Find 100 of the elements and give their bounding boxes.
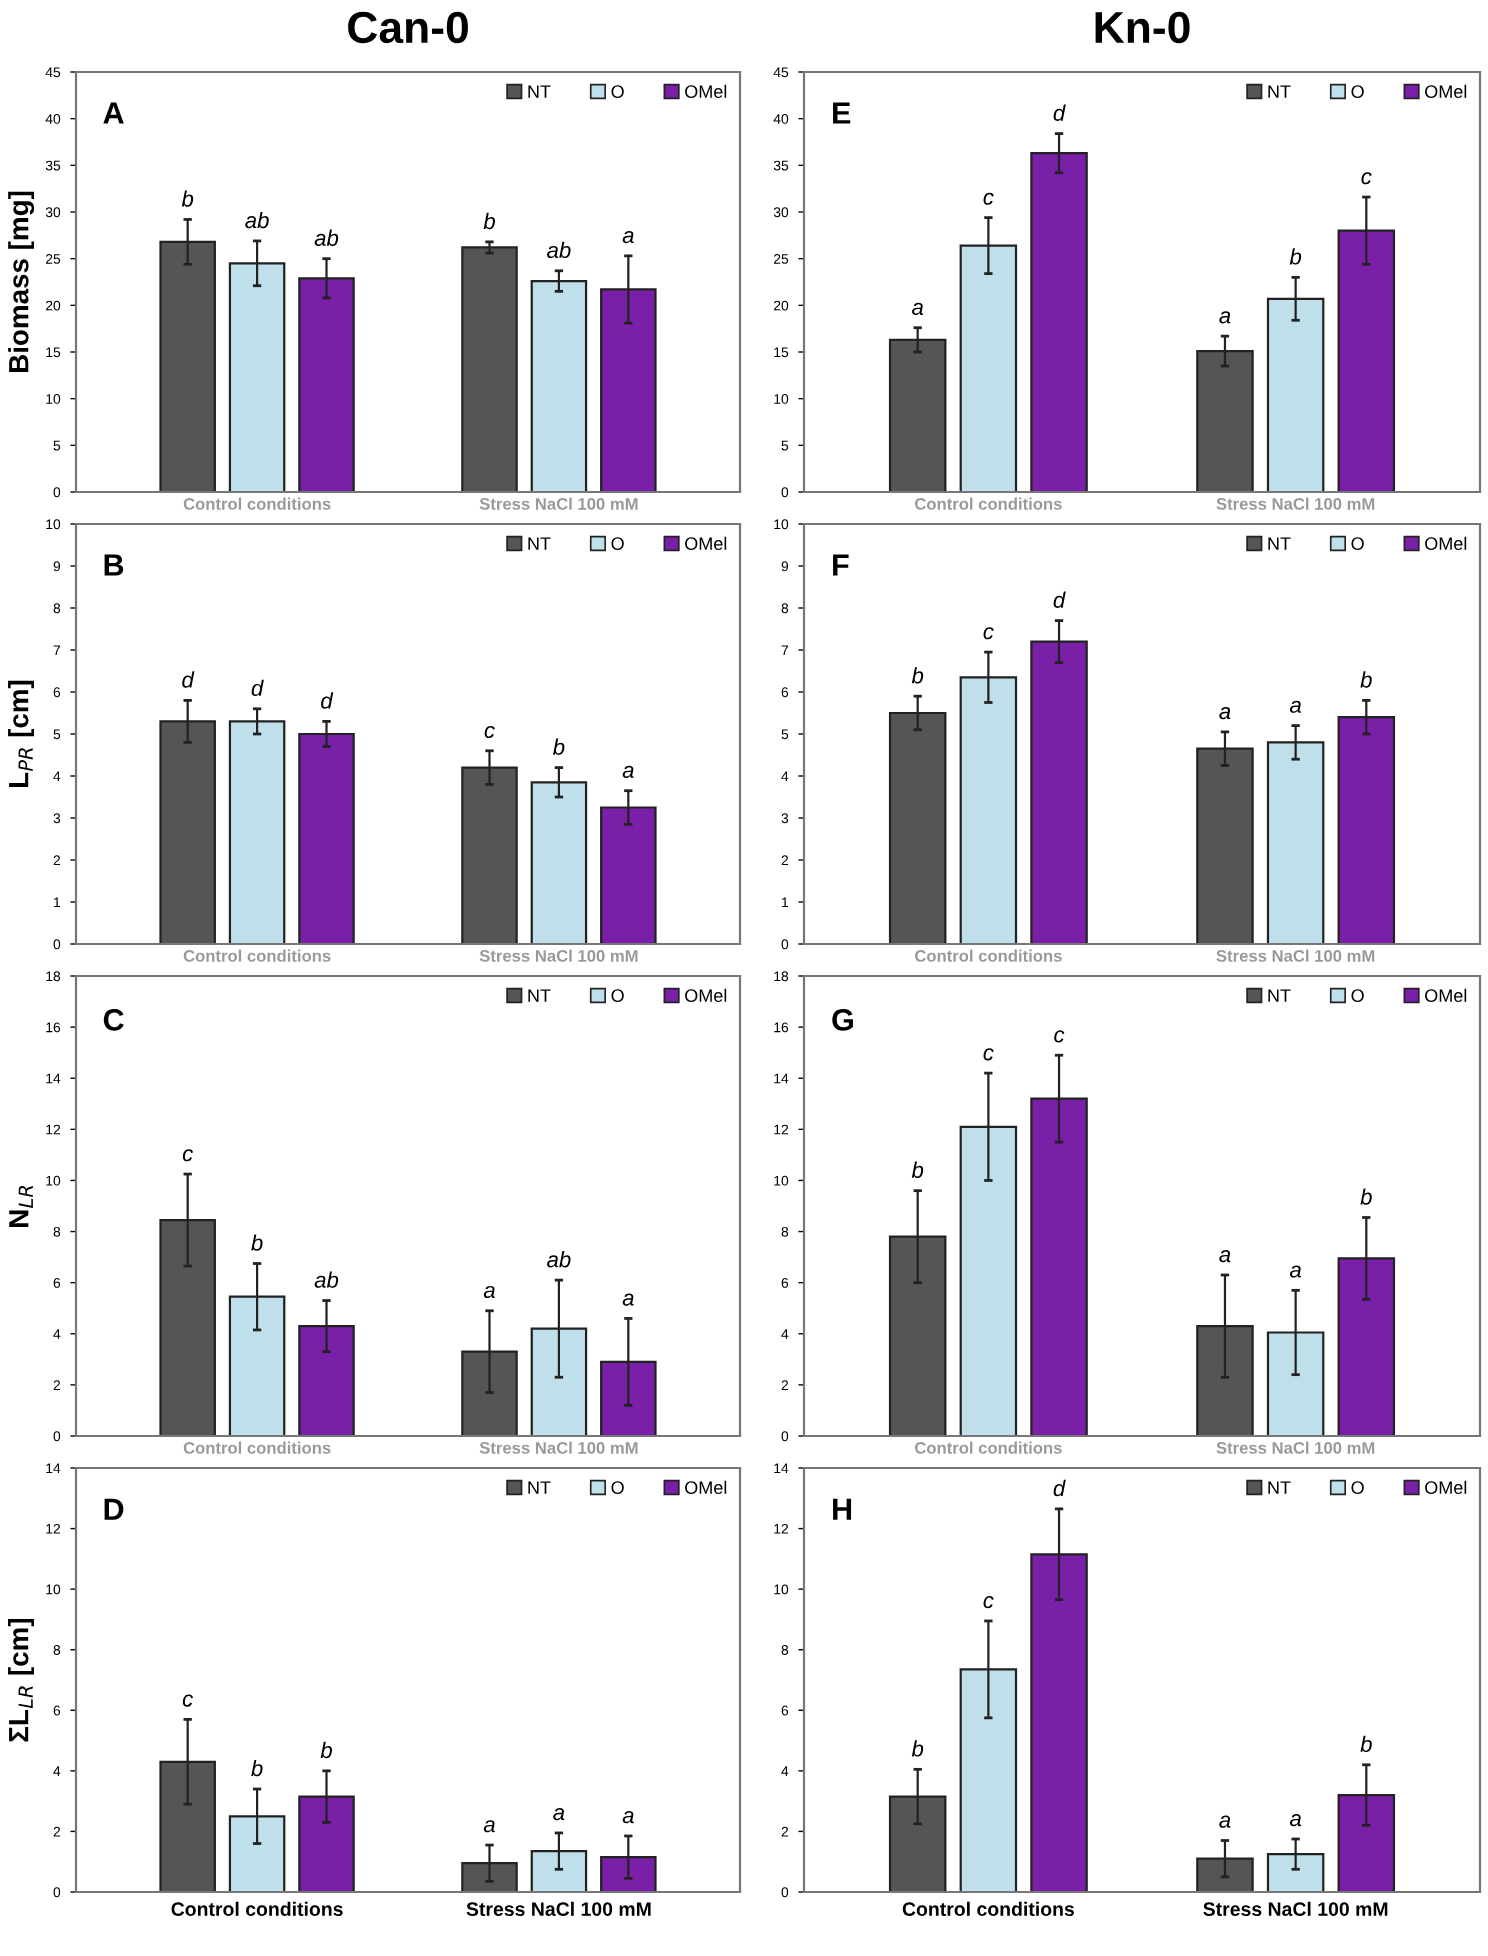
- data-label: a: [622, 230, 634, 244]
- legend-label: O: [611, 537, 624, 550]
- data-label: a: [1219, 1815, 1231, 1828]
- legend-label: OMel: [1425, 84, 1467, 98]
- legend-label: NT: [1268, 85, 1291, 98]
- data-label: b: [1360, 671, 1372, 688]
- legend-label: OMel: [1425, 536, 1467, 550]
- data-label: a: [1289, 700, 1302, 713]
- data-label: a: [1289, 1814, 1302, 1827]
- x-tick-label: Control conditions: [914, 1441, 1062, 1454]
- data-label: a: [1219, 707, 1231, 720]
- data-label: a: [1219, 311, 1231, 324]
- x-tick-label: Control conditions: [171, 1901, 343, 1916]
- data-label: d: [1053, 1479, 1066, 1497]
- legend-label: NT: [1268, 1481, 1291, 1494]
- legend-label: O: [611, 989, 624, 1002]
- x-tick-label: Stress NaCl 100 mM: [1203, 1901, 1388, 1916]
- legend-label: O: [1351, 85, 1364, 98]
- data-label: b: [911, 1740, 924, 1757]
- legend-label: O: [611, 85, 624, 98]
- data-label: d: [1053, 591, 1066, 608]
- data-label: a: [622, 1811, 634, 1824]
- legend-label: OMel: [1425, 1480, 1467, 1494]
- data-label: b: [1289, 248, 1302, 265]
- data-label: b: [251, 1759, 263, 1777]
- data-label: ab: [314, 229, 339, 246]
- data-label: b: [181, 190, 194, 207]
- annotation: B: [104, 554, 124, 576]
- legend-label: NT: [1268, 989, 1291, 1002]
- data-label: d: [251, 679, 264, 697]
- legend-label: O: [1351, 989, 1364, 1002]
- y-axis-title: L$_{PR}$ [cm]: [8, 680, 34, 787]
- data-label: ab: [245, 211, 269, 229]
- legend-label: OMel: [685, 988, 727, 1002]
- x-tick-label: Control conditions: [183, 497, 331, 510]
- legend-label: O: [1351, 537, 1364, 550]
- chart-title: Kn-0: [1095, 11, 1190, 44]
- data-label: a: [1289, 1265, 1302, 1278]
- legend-label: OMel: [1425, 988, 1467, 1002]
- data-label: b: [911, 667, 924, 684]
- x-tick-label: Stress NaCl 100 mM: [1216, 1441, 1375, 1454]
- x-tick-label: Stress NaCl 100 mM: [1216, 949, 1375, 962]
- data-label: c: [182, 1149, 193, 1162]
- data-label: ab: [547, 241, 571, 259]
- legend-label: OMel: [685, 1480, 727, 1494]
- data-label: b: [553, 738, 565, 755]
- legend-label: O: [1351, 1481, 1364, 1494]
- data-label: a: [553, 1808, 565, 1821]
- x-tick-label: Control conditions: [183, 949, 331, 962]
- legend-label: NT: [528, 989, 551, 1002]
- x-tick-label: Control conditions: [914, 949, 1062, 962]
- data-label: a: [1219, 1250, 1231, 1263]
- x-tick-label: Stress NaCl 100 mM: [466, 1901, 651, 1916]
- legend-label: NT: [1268, 537, 1291, 550]
- annotation: C: [103, 1009, 124, 1031]
- x-tick-label: Stress NaCl 100 mM: [479, 949, 638, 962]
- annotation: H: [833, 1498, 852, 1520]
- data-label: c: [484, 725, 495, 739]
- annotation: D: [104, 1498, 124, 1520]
- data-label: b: [1360, 1735, 1372, 1753]
- legend-label: NT: [528, 537, 551, 550]
- x-tick-label: Stress NaCl 100 mM: [479, 1441, 638, 1454]
- legend-label: NT: [528, 85, 551, 98]
- legend-label: NT: [528, 1481, 551, 1494]
- x-tick-label: Stress NaCl 100 mM: [479, 497, 638, 510]
- data-label: c: [182, 1694, 193, 1707]
- chart-title: Can-0: [348, 11, 468, 44]
- data-label: c: [1054, 1030, 1065, 1043]
- legend-label: OMel: [685, 536, 727, 550]
- annotation: A: [103, 102, 124, 124]
- data-label: a: [622, 1293, 634, 1306]
- data-label: c: [983, 192, 994, 205]
- data-label: b: [251, 1234, 263, 1251]
- data-label: a: [483, 1285, 495, 1299]
- data-label: a: [912, 302, 924, 316]
- data-label: b: [1360, 1188, 1372, 1205]
- data-label: a: [483, 1820, 495, 1833]
- annotation: G: [832, 1009, 853, 1031]
- y-axis-title: ΣL$_{LR}$ [cm]: [8, 1618, 34, 1742]
- data-label: b: [483, 212, 495, 230]
- data-label: ab: [547, 1251, 571, 1268]
- x-tick-label: Control conditions: [183, 1441, 331, 1454]
- data-label: c: [983, 627, 994, 640]
- data-label: c: [983, 1048, 994, 1061]
- data-label: c: [983, 1596, 994, 1609]
- annotation: E: [833, 102, 851, 124]
- data-label: b: [911, 1161, 924, 1178]
- data-label: c: [1361, 172, 1372, 185]
- legend-label: O: [611, 1481, 624, 1494]
- data-label: ab: [314, 1271, 339, 1288]
- data-label: d: [321, 692, 334, 709]
- y-axis-title: Biomass [mg]: [8, 191, 35, 372]
- data-label: b: [320, 1741, 333, 1759]
- data-label: a: [622, 765, 634, 778]
- legend-label: OMel: [685, 84, 727, 98]
- x-tick-label: Control conditions: [902, 1901, 1074, 1916]
- x-tick-label: Control conditions: [914, 497, 1062, 510]
- x-tick-label: Stress NaCl 100 mM: [1216, 497, 1375, 510]
- data-label: d: [182, 671, 195, 688]
- y-axis-title: N$_{LR}$: [9, 1185, 33, 1227]
